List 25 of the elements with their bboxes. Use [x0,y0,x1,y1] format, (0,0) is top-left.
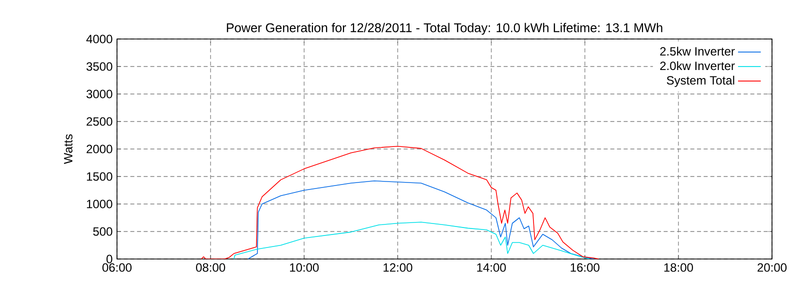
y-tick-label: 4000 [86,34,112,44]
line-series [248,180,595,259]
line-series [234,222,590,259]
legend-label: 2.5kw Inverter [660,46,735,56]
x-tick-label: 12:00 [384,263,412,272]
x-tick-label: 14:00 [477,263,506,272]
x-tick-label: 10:00 [290,263,319,272]
x-tick-label: 08:00 [196,263,226,272]
y-tick-label: 3500 [86,62,112,71]
legend-label: 2.0kw Inverter [660,61,735,70]
x-tick-label: 06:00 [102,263,132,272]
y-tick-label: 3000 [86,90,112,98]
y-tick-label: 2500 [86,117,112,126]
x-tick-label: 20:00 [758,263,787,272]
y-tick-label: 2000 [86,144,112,154]
legend-label: System Total [666,76,734,87]
y-tick-label: 0 [106,254,112,264]
y-tick-label: 1500 [86,172,112,181]
y-tick-label: 500 [93,227,112,236]
chart-title: Power Generation for 12/28/2011 - Total Today: 10.0 kWh Lifetime: 13.1 MWh [226,22,662,35]
y-axis-title: Watts [64,134,72,164]
x-tick-label: 16:00 [570,263,600,272]
line-series [200,146,600,259]
y-tick-label: 1000 [86,200,112,208]
x-tick-label: 18:00 [664,263,693,272]
